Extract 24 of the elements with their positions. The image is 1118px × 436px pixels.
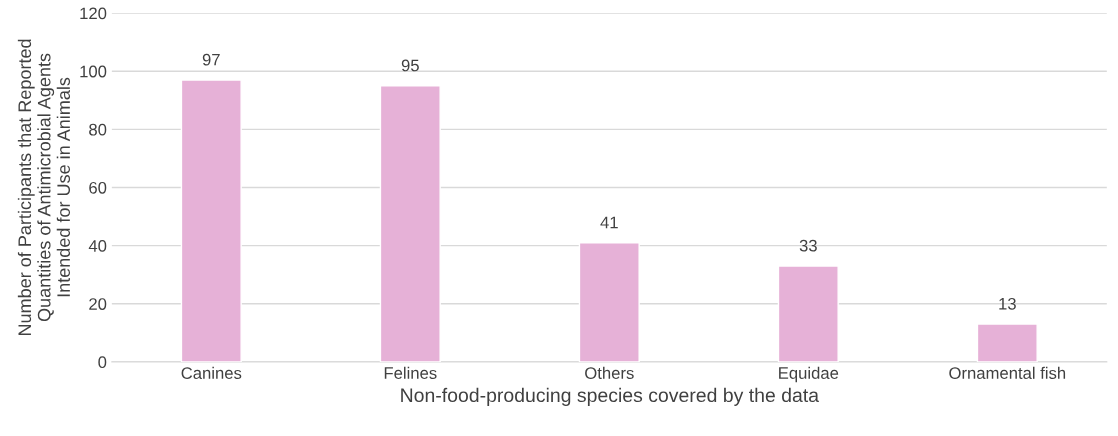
bar <box>379 85 441 362</box>
y-tick-label: 40 <box>88 240 107 252</box>
x-tick-label: Canines <box>181 366 242 379</box>
x-axis-title: Non-food-producing species covered by the data <box>401 387 820 406</box>
x-tick-label: Ornamental fish <box>949 366 1066 379</box>
y-tick-label: 120 <box>80 7 107 20</box>
bar <box>180 79 242 362</box>
bar <box>777 265 839 362</box>
data-label: 13 <box>999 297 1016 310</box>
y-tick-label: 80 <box>89 123 107 136</box>
data-label: 41 <box>600 216 618 229</box>
bar <box>578 242 640 362</box>
y-tick-label: 100 <box>80 65 107 78</box>
bar <box>976 323 1038 362</box>
y-tick-label: 60 <box>89 181 107 194</box>
data-label: 33 <box>799 239 817 252</box>
x-tick-label: Equidae <box>779 366 839 383</box>
x-tick-label: Felines <box>384 366 437 379</box>
y-tick-label: 20 <box>89 298 107 310</box>
data-label: 97 <box>202 53 220 66</box>
data-label: 95 <box>401 59 419 72</box>
x-tick-label: Others <box>585 366 634 379</box>
y-axis-title: Number of Participants that Reported Quantities of Antimicrobial Agents Intended for Use in Animals <box>17 39 71 336</box>
y-tick-label: 0 <box>98 356 107 369</box>
